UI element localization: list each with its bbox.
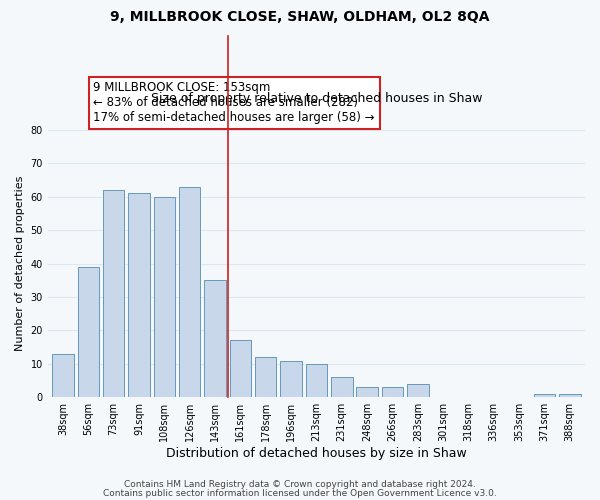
Bar: [77, 267, 99, 398]
Bar: [179, 186, 200, 398]
Bar: [128, 194, 150, 398]
Bar: [52, 354, 74, 398]
Bar: [382, 388, 403, 398]
Bar: [154, 196, 175, 398]
Text: Contains public sector information licensed under the Open Government Licence v3: Contains public sector information licen…: [103, 489, 497, 498]
Bar: [559, 394, 581, 398]
Bar: [255, 357, 277, 398]
Bar: [407, 384, 428, 398]
Bar: [280, 360, 302, 398]
Text: 9, MILLBROOK CLOSE, SHAW, OLDHAM, OL2 8QA: 9, MILLBROOK CLOSE, SHAW, OLDHAM, OL2 8Q…: [110, 10, 490, 24]
Bar: [305, 364, 327, 398]
Text: 9 MILLBROOK CLOSE: 153sqm
← 83% of detached houses are smaller (282)
17% of semi: 9 MILLBROOK CLOSE: 153sqm ← 83% of detac…: [94, 82, 375, 124]
Bar: [356, 388, 378, 398]
Bar: [331, 378, 353, 398]
Bar: [204, 280, 226, 398]
Bar: [230, 340, 251, 398]
Y-axis label: Number of detached properties: Number of detached properties: [15, 176, 25, 351]
X-axis label: Distribution of detached houses by size in Shaw: Distribution of detached houses by size …: [166, 447, 467, 460]
Bar: [103, 190, 124, 398]
Text: Contains HM Land Registry data © Crown copyright and database right 2024.: Contains HM Land Registry data © Crown c…: [124, 480, 476, 489]
Bar: [533, 394, 555, 398]
Title: Size of property relative to detached houses in Shaw: Size of property relative to detached ho…: [151, 92, 482, 105]
